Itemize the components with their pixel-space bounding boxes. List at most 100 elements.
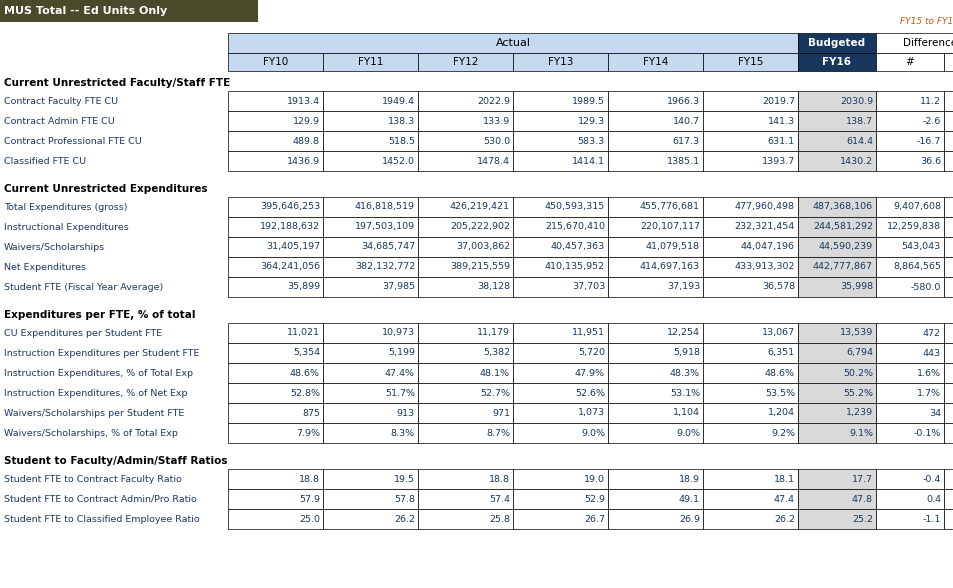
Text: 44,047,196: 44,047,196 [740, 242, 794, 252]
Bar [702, 53, 797, 71]
Bar [875, 489, 943, 509]
Text: 49.1: 49.1 [679, 495, 700, 503]
Text: 34,685,747: 34,685,747 [360, 242, 415, 252]
Bar [513, 53, 607, 71]
Text: 19.0: 19.0 [583, 475, 604, 483]
Text: 36.6: 36.6 [919, 156, 940, 165]
Bar [323, 131, 417, 151]
Text: Student to Faculty/Admin/Staff Ratios: Student to Faculty/Admin/Staff Ratios [4, 456, 227, 466]
Bar [943, 91, 953, 111]
Bar [323, 489, 417, 509]
Text: Waivers/Scholarships: Waivers/Scholarships [4, 242, 105, 252]
Bar [702, 237, 797, 257]
Text: 1414.1: 1414.1 [572, 156, 604, 165]
Text: 426,219,421: 426,219,421 [450, 202, 510, 212]
Bar [417, 383, 513, 403]
Bar [943, 509, 953, 529]
Text: 133.9: 133.9 [482, 116, 510, 125]
Text: 1430.2: 1430.2 [839, 156, 872, 165]
Text: 1393.7: 1393.7 [760, 156, 794, 165]
Text: 41,079,518: 41,079,518 [645, 242, 700, 252]
Text: Contract Admin FTE CU: Contract Admin FTE CU [4, 116, 114, 125]
Bar [607, 257, 702, 277]
Bar [323, 343, 417, 363]
Bar [607, 277, 702, 297]
Bar [513, 131, 607, 151]
Text: 9,407,608: 9,407,608 [892, 202, 940, 212]
Text: 583.3: 583.3 [578, 136, 604, 145]
Text: 26.2: 26.2 [394, 514, 415, 523]
Bar [875, 423, 943, 443]
Bar [943, 403, 953, 423]
Bar [513, 111, 607, 131]
Bar [875, 111, 943, 131]
Bar [323, 363, 417, 383]
Bar [875, 469, 943, 489]
Bar [513, 257, 607, 277]
Bar [943, 383, 953, 403]
Bar [607, 197, 702, 217]
Text: Actual: Actual [495, 38, 530, 48]
Text: 129.9: 129.9 [293, 116, 319, 125]
Bar [417, 277, 513, 297]
Bar [228, 423, 323, 443]
Bar [797, 33, 875, 53]
Text: 11,951: 11,951 [572, 329, 604, 338]
Bar [513, 217, 607, 237]
Bar [323, 53, 417, 71]
Text: 9.0%: 9.0% [580, 429, 604, 437]
Text: 5,382: 5,382 [482, 349, 510, 358]
Text: 192,188,632: 192,188,632 [259, 222, 319, 232]
Bar [417, 469, 513, 489]
Bar [417, 151, 513, 171]
Text: 0.4: 0.4 [925, 495, 940, 503]
Text: 36,578: 36,578 [761, 282, 794, 292]
Bar [875, 323, 943, 343]
Text: 18.9: 18.9 [679, 475, 700, 483]
Text: 11,179: 11,179 [476, 329, 510, 338]
Text: 205,222,902: 205,222,902 [450, 222, 510, 232]
Text: Net Expenditures: Net Expenditures [4, 262, 86, 272]
Text: 913: 913 [396, 409, 415, 417]
Bar [875, 277, 943, 297]
Text: Contract Faculty FTE CU: Contract Faculty FTE CU [4, 96, 118, 105]
Text: #: # [904, 57, 913, 67]
Text: 631.1: 631.1 [767, 136, 794, 145]
Bar [417, 489, 513, 509]
Text: 138.7: 138.7 [845, 116, 872, 125]
Bar [417, 131, 513, 151]
Bar [797, 257, 875, 277]
Bar [943, 257, 953, 277]
Bar [228, 343, 323, 363]
Bar [702, 91, 797, 111]
Bar [323, 277, 417, 297]
Bar [875, 53, 943, 71]
Text: 8.7%: 8.7% [485, 429, 510, 437]
Bar [323, 151, 417, 171]
Text: 37,703: 37,703 [571, 282, 604, 292]
Bar [875, 151, 943, 171]
Bar [797, 423, 875, 443]
Bar [513, 489, 607, 509]
Text: 26.7: 26.7 [583, 514, 604, 523]
Bar [943, 217, 953, 237]
Bar [875, 383, 943, 403]
Text: 1,204: 1,204 [767, 409, 794, 417]
Bar [702, 151, 797, 171]
Bar [943, 323, 953, 343]
Bar [323, 257, 417, 277]
Text: 37,003,862: 37,003,862 [456, 242, 510, 252]
Text: Instruction Expenditures, % of Net Exp: Instruction Expenditures, % of Net Exp [4, 389, 188, 397]
Text: 875: 875 [302, 409, 319, 417]
Text: 5,918: 5,918 [672, 349, 700, 358]
Bar [607, 131, 702, 151]
Bar [417, 423, 513, 443]
Bar [702, 323, 797, 343]
Bar [797, 131, 875, 151]
Text: MUS Total -- Ed Units Only: MUS Total -- Ed Units Only [4, 6, 167, 16]
Text: 1949.4: 1949.4 [381, 96, 415, 105]
Text: 48.6%: 48.6% [290, 369, 319, 377]
Text: 215,670,410: 215,670,410 [544, 222, 604, 232]
Text: 232,321,454: 232,321,454 [734, 222, 794, 232]
Text: 53.1%: 53.1% [669, 389, 700, 397]
